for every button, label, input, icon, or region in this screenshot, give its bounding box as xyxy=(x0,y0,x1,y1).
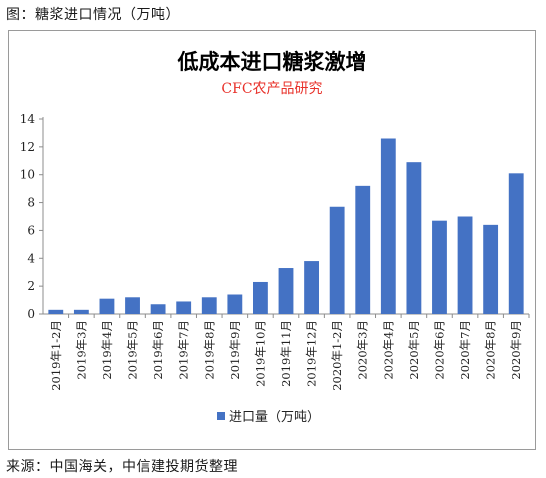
y-tick-label: 10 xyxy=(20,168,35,182)
bar xyxy=(48,309,64,314)
bar xyxy=(253,281,268,314)
legend-label: 进口量（万吨） xyxy=(229,410,320,425)
bar xyxy=(227,294,243,314)
x-tick-label: 2020年7月 xyxy=(458,320,472,380)
x-tick-label: 2020年1-2月 xyxy=(330,320,344,391)
legend-swatch xyxy=(217,412,225,420)
bar xyxy=(304,261,319,314)
x-tick-label: 2020年6月 xyxy=(432,320,446,380)
y-tick-label: 12 xyxy=(20,140,35,154)
bar xyxy=(457,216,473,314)
x-tick-label: 2020年4月 xyxy=(381,320,395,380)
x-tick-label: 2019年9月 xyxy=(228,320,242,380)
bar xyxy=(355,185,371,314)
x-tick-label: 2019年4月 xyxy=(100,320,114,380)
x-tick-label: 2020年3月 xyxy=(356,320,370,380)
bar-chart: 低成本进口糖浆激增 CFC农产品研究 0 2 4 6 8 10 12 14 2019年1-2月 201… xyxy=(20,49,530,425)
x-tick-label: 2019年3月 xyxy=(74,320,88,380)
y-tick-label: 4 xyxy=(27,251,35,265)
x-tick-label: 2019年5月 xyxy=(126,320,140,380)
bar xyxy=(278,268,294,314)
bar xyxy=(380,138,396,314)
bar xyxy=(99,298,115,314)
x-tick-label: 2019年6月 xyxy=(151,320,165,380)
bar xyxy=(406,162,422,314)
chart-title: 低成本进口糖浆激增 xyxy=(177,49,367,74)
bar xyxy=(73,309,89,314)
x-tick-label: 2020年8月 xyxy=(484,320,498,380)
y-tick-label: 14 xyxy=(20,112,36,126)
x-tick-label: 2020年9月 xyxy=(509,320,523,380)
bar xyxy=(508,173,524,314)
y-tick-label: 8 xyxy=(27,196,35,210)
chart-subtitle: CFC农产品研究 xyxy=(221,81,322,97)
x-tick-label: 2019年11月 xyxy=(279,320,293,387)
x-tick-label: 2019年8月 xyxy=(202,320,216,380)
y-tick-label: 0 xyxy=(27,307,35,321)
x-tick-label: 2019年10月 xyxy=(253,320,267,387)
bar xyxy=(150,304,166,314)
x-tick-label: 2019年1-2月 xyxy=(49,320,63,391)
x-tick-label: 2019年7月 xyxy=(177,320,191,380)
bar xyxy=(176,301,192,314)
bar xyxy=(329,206,345,314)
bar xyxy=(432,220,447,314)
x-tick-label: 2020年5月 xyxy=(407,320,421,380)
x-tick-label: 2019年12月 xyxy=(305,320,319,387)
bar xyxy=(201,297,217,314)
y-tick-label: 2 xyxy=(27,279,35,293)
bar xyxy=(125,297,140,314)
figure-caption: 图：糖浆进口情况（万吨） xyxy=(6,7,180,23)
chart-frame: 低成本进口糖浆激增 CFC农产品研究 0 2 4 6 8 10 12 14 2019年1-2月 201… xyxy=(8,30,536,450)
bar xyxy=(483,224,499,314)
y-tick-label: 6 xyxy=(27,223,35,237)
source-note: 来源：中国海关，中信建投期货整理 xyxy=(6,459,238,475)
